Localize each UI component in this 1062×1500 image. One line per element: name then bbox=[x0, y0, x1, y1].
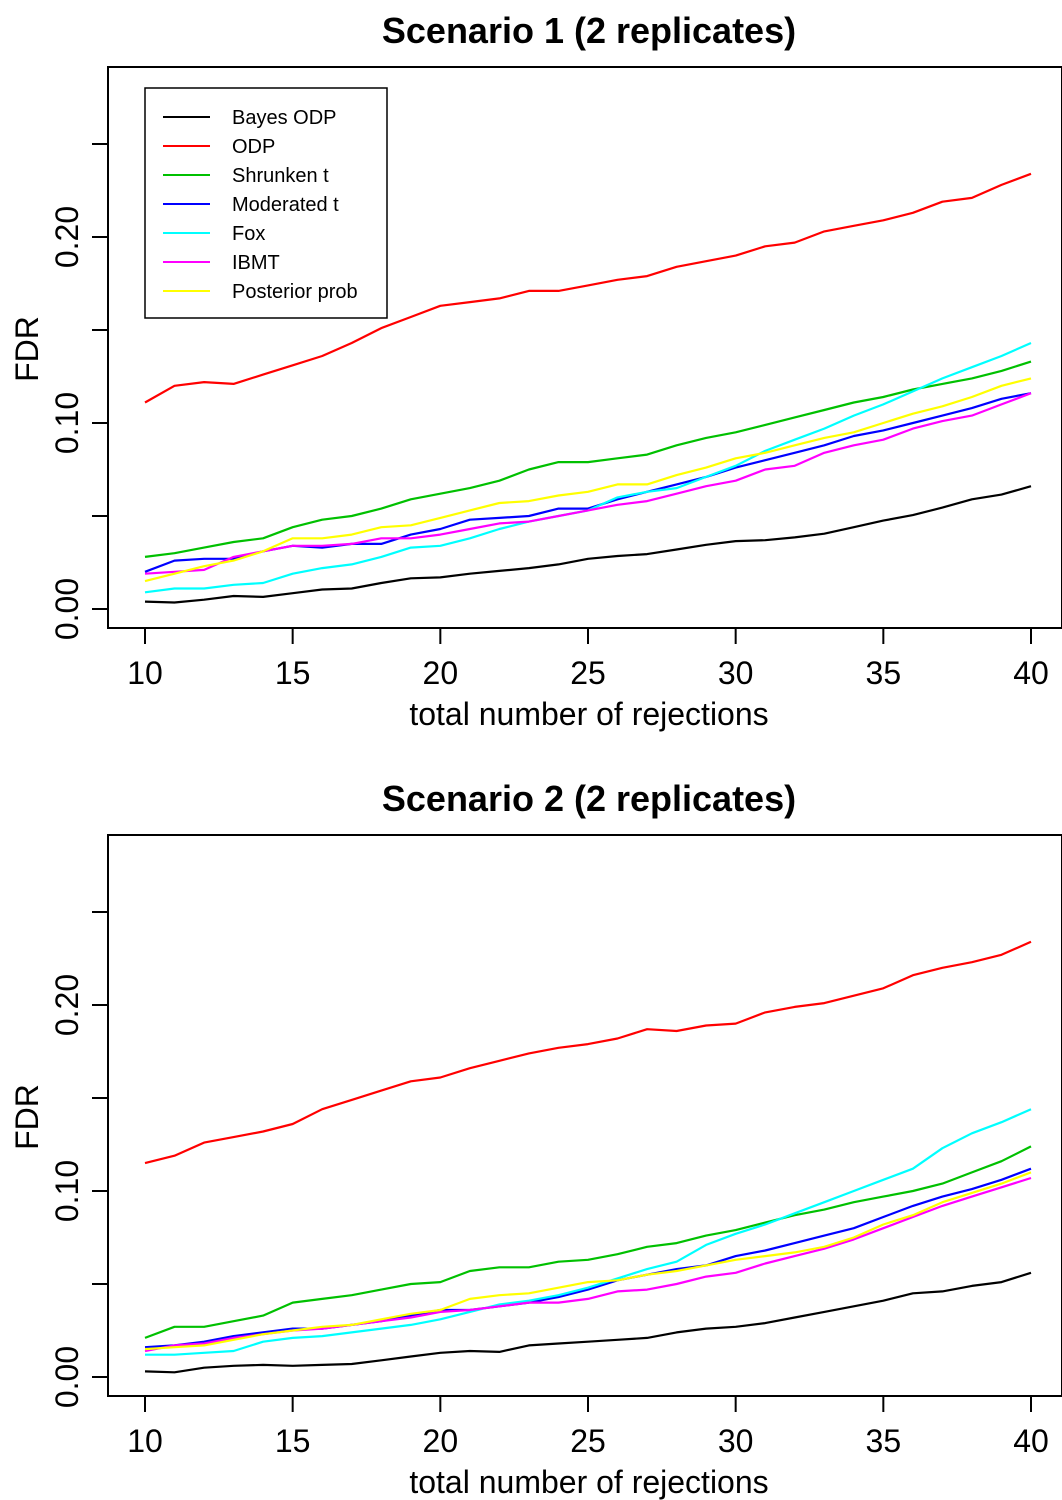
series-line-fox bbox=[144, 341, 1032, 594]
axes: 10 15 20 25 30 35 40 0.00 0.10 0.20 bbox=[49, 143, 1049, 691]
legend: Bayes ODP ODP Shrunken t Moderated t Fox… bbox=[144, 87, 388, 319]
x-tick-label: 35 bbox=[866, 1423, 902, 1459]
legend-label: Moderated t bbox=[232, 194, 339, 216]
series-line-ibmt bbox=[144, 1176, 1032, 1353]
legend-item-fox: Fox bbox=[163, 223, 265, 245]
x-tick-label: 10 bbox=[127, 655, 163, 691]
series-lines bbox=[144, 940, 1032, 1374]
legend-item-odp: ODP bbox=[163, 136, 275, 158]
x-tick-label: 20 bbox=[423, 1423, 459, 1459]
legend-label: Bayes ODP bbox=[232, 107, 336, 129]
legend-label: Posterior prob bbox=[232, 281, 358, 303]
x-tick-label: 40 bbox=[1013, 655, 1049, 691]
legend-item-ibmt: IBMT bbox=[163, 252, 280, 274]
series-line-posterior-prob bbox=[144, 377, 1032, 583]
x-tick-label: 25 bbox=[570, 1423, 606, 1459]
series-line-bayes-odp bbox=[144, 485, 1032, 604]
series-lines bbox=[144, 172, 1032, 604]
legend-label: ODP bbox=[232, 136, 275, 158]
x-tick-label: 15 bbox=[275, 1423, 311, 1459]
chart-title: Scenario 1 (2 replicates) bbox=[382, 10, 796, 51]
series-line-shrunken-t bbox=[144, 360, 1032, 558]
y-axis-label: FDR bbox=[9, 1084, 45, 1150]
y-axis-label: FDR bbox=[9, 316, 45, 382]
x-axis-label: total number of rejections bbox=[409, 1464, 768, 1500]
x-tick-label: 30 bbox=[718, 1423, 754, 1459]
legend-item-moderated-t: Moderated t bbox=[163, 194, 339, 216]
plot-frame bbox=[107, 66, 1062, 629]
x-tick-label: 40 bbox=[1013, 1423, 1049, 1459]
legend-item-shrunken-t: Shrunken t bbox=[163, 165, 329, 187]
y-tick-label: 0.20 bbox=[49, 974, 85, 1036]
chart-panel-2: Scenario 2 (2 replicates) FDR total numb… bbox=[9, 778, 1062, 1500]
legend-label: Shrunken t bbox=[232, 165, 329, 187]
axes: 10 15 20 25 30 35 40 0.00 0.10 0.20 bbox=[49, 911, 1049, 1459]
x-tick-label: 15 bbox=[275, 655, 311, 691]
y-tick-label: 0.10 bbox=[49, 1160, 85, 1222]
plot-frame bbox=[107, 834, 1062, 1397]
legend-item-bayes-odp: Bayes ODP bbox=[163, 107, 336, 129]
series-line-shrunken-t bbox=[144, 1145, 1032, 1339]
series-line-odp bbox=[144, 940, 1032, 1165]
series-line-moderated-t bbox=[144, 1167, 1032, 1349]
x-tick-label: 25 bbox=[570, 655, 606, 691]
series-line-bayes-odp bbox=[144, 1271, 1032, 1374]
series-line-ibmt bbox=[144, 392, 1032, 575]
y-tick-label: 0.00 bbox=[49, 1346, 85, 1408]
x-tick-label: 10 bbox=[127, 1423, 163, 1459]
series-line-fox bbox=[145, 1108, 1032, 1356]
x-tick-label: 20 bbox=[423, 655, 459, 691]
legend-label: Fox bbox=[232, 223, 265, 245]
x-axis-label: total number of rejections bbox=[409, 696, 768, 732]
legend-item-posterior-prob: Posterior prob bbox=[163, 281, 358, 303]
legend-label: IBMT bbox=[232, 252, 280, 274]
y-tick-label: 0.20 bbox=[49, 206, 85, 268]
y-tick-label: 0.00 bbox=[49, 578, 85, 640]
chart-title: Scenario 2 (2 replicates) bbox=[382, 778, 796, 819]
series-line-posterior-prob bbox=[144, 1171, 1032, 1351]
y-tick-label: 0.10 bbox=[49, 392, 85, 454]
series-line-odp bbox=[144, 172, 1032, 404]
chart-panel-1: Scenario 1 (2 replicates) FDR total numb… bbox=[9, 10, 1062, 732]
x-tick-label: 35 bbox=[866, 655, 902, 691]
x-tick-label: 30 bbox=[718, 655, 754, 691]
